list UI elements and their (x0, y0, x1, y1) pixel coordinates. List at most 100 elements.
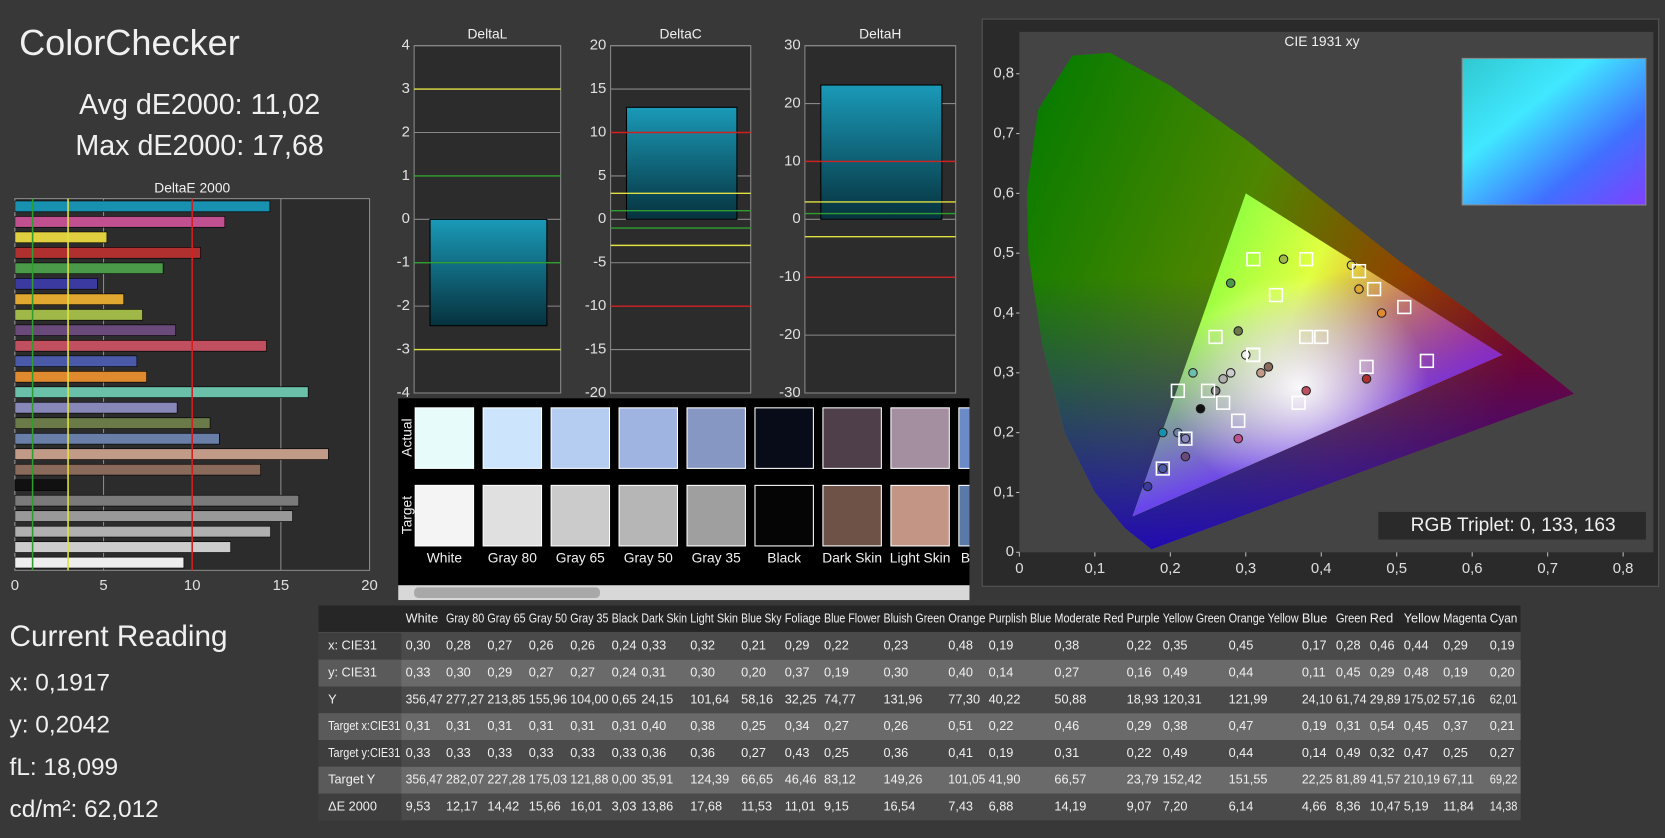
table-cell: 151,55 (1229, 772, 1268, 787)
x-tick-label: 0,8 (1613, 561, 1634, 577)
table-cell: 152,42 (1163, 772, 1202, 787)
table-cell: 282,07 (446, 772, 484, 787)
row-label-bg (318, 633, 402, 660)
y-tick-label: 0 (598, 211, 606, 227)
y-tick-label: -20 (585, 385, 606, 401)
actual-point (1263, 362, 1274, 372)
table-cell: 0,23 (883, 638, 908, 653)
chart-title: CIE 1931 xy (1284, 34, 1359, 49)
column-header: Bluish Green (883, 611, 945, 626)
table-cell: 0,27 (529, 665, 554, 680)
bar (14, 371, 147, 383)
target-point (1359, 359, 1374, 375)
table-cell: 17,68 (690, 798, 722, 813)
table-cell: 0,26 (883, 718, 908, 733)
y-tick-label: -10 (779, 269, 800, 285)
table-cell: 22,25 (1302, 772, 1333, 787)
table-cell: 0,19 (1490, 638, 1515, 653)
target-point (1419, 353, 1435, 369)
table-cell: 13,86 (641, 798, 673, 813)
table-cell: 0,34 (785, 718, 810, 733)
table-cell: 0,30 (883, 665, 908, 680)
column-header: Black (612, 611, 639, 626)
bar (14, 200, 271, 213)
reading-line: fL: 18,099 (10, 754, 119, 781)
target-swatch (686, 484, 746, 547)
table-cell: 277,27 (446, 691, 484, 706)
bar (14, 417, 211, 429)
swatch-name: Gray 35 (692, 550, 741, 565)
row-label-bg (318, 659, 402, 687)
target-point (1291, 395, 1306, 410)
y-tick-label: 0,4 (993, 305, 1014, 321)
row-label-bg (318, 686, 402, 714)
row-label: Target Y (328, 772, 376, 787)
target-point (1200, 383, 1216, 398)
actual-point (1376, 308, 1387, 318)
x-tick-label: 0,5 (1386, 561, 1407, 577)
table-row-bg (318, 766, 1521, 794)
table-cell: 0,33 (406, 745, 431, 760)
table-cell: 0,43 (785, 745, 810, 760)
target-point (1231, 413, 1246, 428)
reading-line: y: 0,2042 (10, 712, 110, 739)
reading-line: cd/m²: 62,012 (10, 796, 159, 823)
table-cell: 0,49 (1163, 665, 1188, 680)
bar (14, 216, 226, 228)
table-cell: 58,16 (741, 691, 773, 706)
target-swatch (754, 484, 814, 547)
table-cell: 0,29 (1443, 638, 1468, 653)
table-cell: 0,16 (1127, 665, 1152, 680)
y-tick-label: 1 (402, 168, 410, 184)
table-cell: 0,25 (824, 745, 849, 760)
scroll-thumb[interactable] (414, 587, 600, 598)
table-cell: 41,57 (1370, 772, 1401, 787)
table-cell: 104,00 (570, 691, 608, 706)
table-row-bg (318, 713, 1521, 741)
chart-title: DeltaH (859, 27, 901, 42)
table-cell: 0,31 (446, 718, 471, 733)
y-tick-label: 20 (784, 95, 801, 111)
table-cell: 3,03 (612, 798, 637, 813)
y-tick-label: 15 (590, 81, 607, 97)
table-cell: 0,11 (1302, 665, 1326, 680)
table-cell: 35,91 (641, 772, 673, 787)
row-label: ΔE 2000 (328, 798, 377, 813)
column-header: Orange (948, 611, 985, 626)
actual-point (1180, 433, 1191, 444)
table-cell: 14,19 (1054, 798, 1086, 813)
x-tick-label: 0,6 (1462, 561, 1483, 577)
table-cell: 57,16 (1443, 691, 1475, 706)
table-row-bg (318, 793, 1521, 821)
table-cell: 155,96 (529, 691, 567, 706)
column-header: Blue Flower (824, 611, 881, 626)
y-tick-label: 3 (402, 81, 410, 97)
column-header: Gray 35 (570, 611, 608, 626)
row-label-bg (318, 740, 402, 767)
table-cell: 0,20 (741, 665, 766, 680)
y-tick-label: 0,1 (993, 484, 1014, 500)
table-cell: 0,38 (690, 718, 715, 733)
table-cell: 0,25 (1443, 745, 1468, 760)
bar (14, 231, 108, 244)
table-cell: 124,39 (690, 772, 729, 787)
y-tick-label: 5 (598, 168, 606, 184)
table-cell: 0,35 (1163, 638, 1188, 653)
table-cell: 10,47 (1370, 798, 1401, 813)
table-cell: 0,22 (989, 718, 1014, 733)
table-cell: 0,21 (1490, 718, 1515, 733)
table-cell: 61,74 (1336, 691, 1367, 706)
table-cell: 11,01 (785, 798, 816, 813)
table-cell: 0,51 (948, 718, 973, 733)
y-tick-label: -3 (397, 341, 410, 357)
bar (820, 84, 943, 220)
table-cell: 131,96 (883, 691, 922, 706)
table-cell: 0,47 (1229, 718, 1254, 733)
target-swatch (414, 484, 475, 547)
table-cell: 0,31 (641, 665, 666, 680)
y-tick-label: 0,2 (993, 425, 1014, 441)
target-point (1366, 281, 1382, 297)
actual-point (1157, 427, 1168, 438)
rgb-box (1378, 511, 1646, 540)
